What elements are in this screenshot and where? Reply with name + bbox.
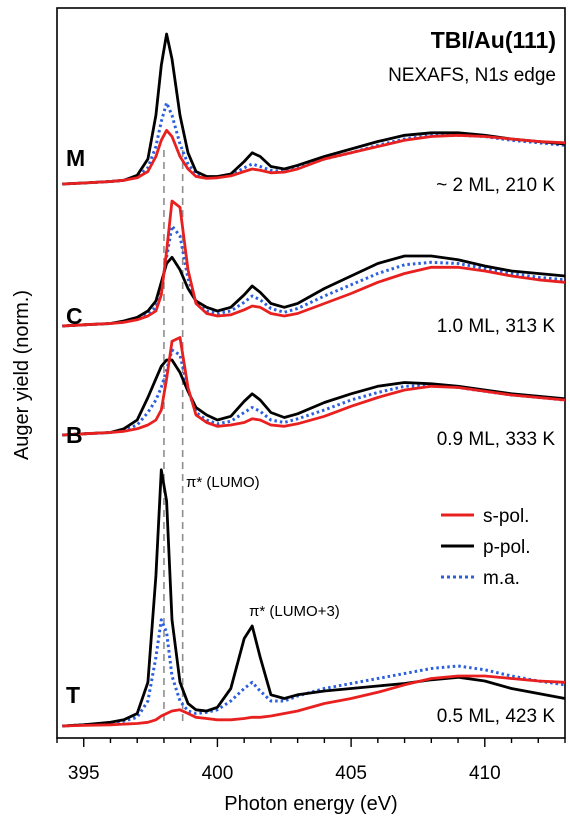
series-t-m-a [62, 618, 566, 728]
y-axis-label: Auger yield (norm.) [11, 290, 33, 460]
x-tick-label: 400 [202, 763, 234, 784]
legend: s-pol. p-pol. m.a. [441, 506, 531, 589]
chart-subtitle: NEXAFS, N1s edge [388, 65, 556, 86]
panel-m-spectra [62, 32, 566, 186]
annotation-lumo3: π* (LUMO+3) [249, 603, 340, 620]
legend-label-s-pol: s-pol. [483, 506, 529, 527]
panel-letter-c: C [66, 303, 83, 329]
plot-frame [56, 7, 566, 739]
x-ticks: 395 400 405 410 [56, 738, 566, 784]
panel-b-spectra [62, 336, 566, 437]
legend-label-p-pol: p-pol. [483, 537, 531, 558]
x-tick-label: 395 [68, 763, 100, 784]
x-axis-label: Photon energy (eV) [224, 793, 397, 815]
panel-labels: M ~ 2 ML, 210 K C 1.0 ML, 313 K B 0.9 ML, 333… [66, 145, 555, 727]
chart-title: TBI/Au(111) [431, 27, 556, 53]
x-tick-label: 410 [469, 763, 501, 784]
panel-condition-b: 0.9 ML, 333 K [437, 429, 556, 450]
series-b-m-a [62, 348, 566, 437]
series-c-p-pol [62, 254, 566, 328]
panel-letter-t: T [66, 682, 80, 708]
series-c-m-a [62, 224, 566, 328]
series-m-m-a [62, 101, 566, 186]
panel-letter-b: B [66, 422, 83, 448]
panel-condition-c: 1.0 ML, 313 K [437, 316, 556, 337]
series-b-s-pol [62, 336, 566, 437]
legend-label-m-a: m.a. [483, 568, 520, 589]
panel-condition-m: ~ 2 ML, 210 K [436, 175, 555, 196]
panel-condition-t: 0.5 ML, 423 K [437, 706, 556, 727]
panel-t-spectra [62, 468, 566, 728]
series-b-p-pol [62, 358, 566, 437]
series-m-p-pol [62, 32, 566, 186]
reference-lines [163, 150, 184, 726]
series-c-s-pol [62, 199, 566, 328]
x-tick-label: 405 [335, 763, 367, 784]
annotation-lumo: π* (LUMO) [186, 474, 260, 491]
series-layer [62, 32, 566, 728]
panel-letter-m: M [66, 145, 85, 171]
series-t-s-pol [62, 674, 566, 728]
series-m-s-pol [62, 128, 566, 186]
panel-c-spectra [62, 199, 566, 328]
